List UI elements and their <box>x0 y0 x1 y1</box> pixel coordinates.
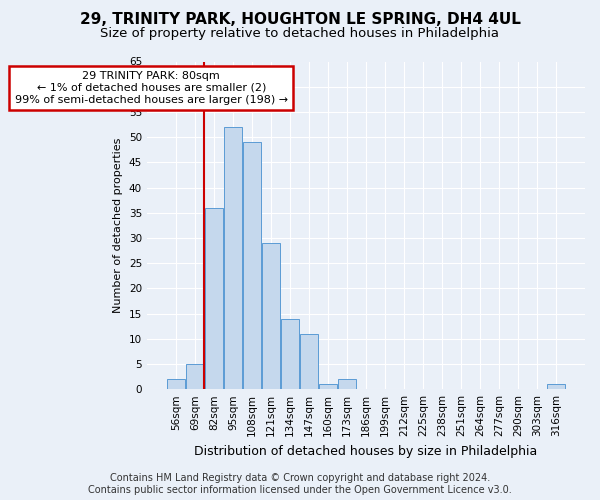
Bar <box>319 384 337 389</box>
Bar <box>205 208 223 389</box>
Text: 29, TRINITY PARK, HOUGHTON LE SPRING, DH4 4UL: 29, TRINITY PARK, HOUGHTON LE SPRING, DH… <box>80 12 520 28</box>
Bar <box>338 379 356 389</box>
Bar <box>262 243 280 389</box>
Text: Size of property relative to detached houses in Philadelphia: Size of property relative to detached ho… <box>101 28 499 40</box>
Bar <box>547 384 565 389</box>
Bar <box>243 142 261 389</box>
Bar <box>300 334 318 389</box>
Text: 29 TRINITY PARK: 80sqm
← 1% of detached houses are smaller (2)
99% of semi-detac: 29 TRINITY PARK: 80sqm ← 1% of detached … <box>15 72 288 104</box>
Bar <box>186 364 204 389</box>
Y-axis label: Number of detached properties: Number of detached properties <box>113 138 123 313</box>
Bar <box>167 379 185 389</box>
X-axis label: Distribution of detached houses by size in Philadelphia: Distribution of detached houses by size … <box>194 444 538 458</box>
Bar <box>224 127 242 389</box>
Bar <box>281 318 299 389</box>
Text: Contains HM Land Registry data © Crown copyright and database right 2024.
Contai: Contains HM Land Registry data © Crown c… <box>88 474 512 495</box>
